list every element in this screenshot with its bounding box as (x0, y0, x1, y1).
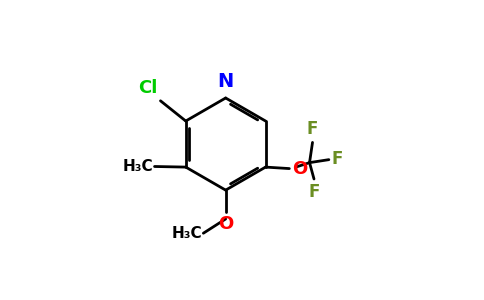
Text: F: F (332, 150, 343, 168)
Text: N: N (217, 72, 234, 91)
Text: Cl: Cl (138, 79, 157, 97)
Text: H₃C: H₃C (171, 226, 202, 241)
Text: F: F (308, 183, 320, 201)
Text: O: O (218, 215, 233, 233)
Text: F: F (307, 120, 318, 138)
Text: O: O (292, 160, 307, 178)
Text: H₃C: H₃C (122, 159, 153, 174)
